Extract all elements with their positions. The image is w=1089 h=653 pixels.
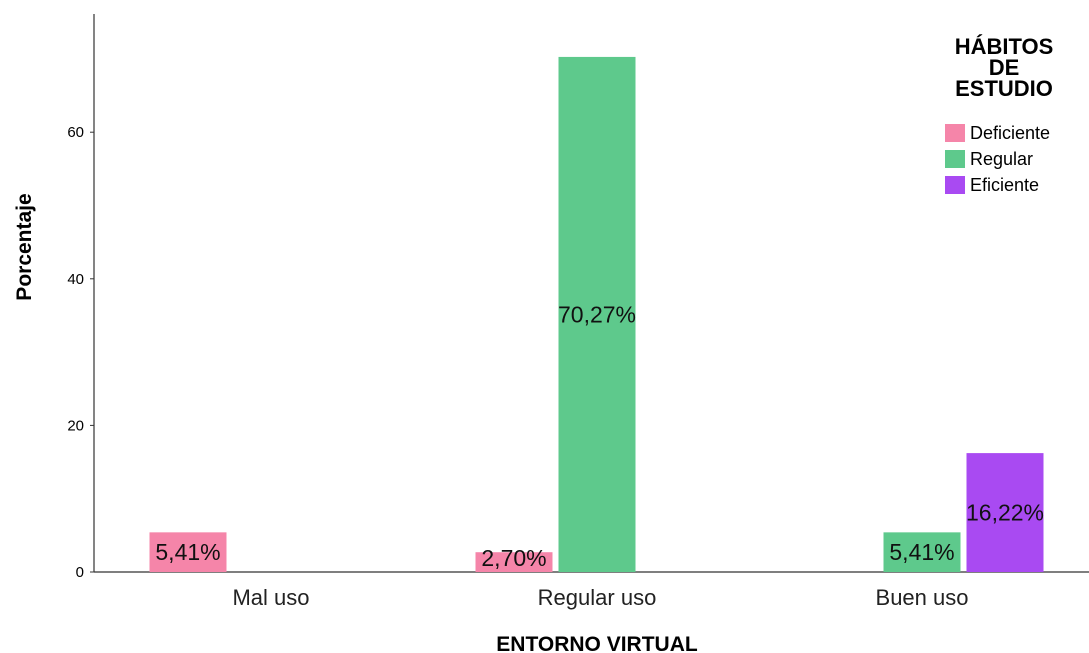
y-tick-label: 60	[67, 124, 84, 141]
x-category-label: Regular uso	[538, 585, 657, 610]
legend-title-line-3: ESTUDIO	[955, 76, 1053, 101]
legend-label-eficiente: Eficiente	[970, 174, 1040, 195]
legend-item-eficiente: Eficiente	[945, 172, 1050, 198]
legend-swatch-deficiente	[945, 124, 965, 142]
data-label: 5,41%	[155, 539, 220, 565]
x-category-label: Buen uso	[876, 585, 969, 610]
data-label: 2,70%	[481, 545, 546, 571]
legend-title-line-1: HÁBITOS	[954, 34, 1054, 59]
legend-item-deficiente: Deficiente	[945, 120, 1050, 146]
x-axis-title: ENTORNO VIRTUAL	[496, 633, 698, 653]
legend-swatch-eficiente	[945, 176, 965, 194]
bar-eficiente-buen-uso	[966, 453, 1044, 572]
data-label: 5,41%	[889, 539, 954, 565]
legend-label-deficiente: Deficiente	[970, 122, 1051, 143]
bar-deficiente-regular-uso	[475, 552, 553, 572]
y-axis-title: Porcentaje	[13, 193, 36, 300]
bar-deficiente-mal-uso	[149, 532, 227, 572]
y-tick-label: 0	[76, 564, 84, 581]
data-label: 70,27%	[558, 301, 636, 327]
legend-title: HÁBITOS DE ESTUDIO	[935, 34, 1073, 101]
legend: Deficiente Regular Eficiente	[945, 120, 1050, 198]
y-tick-label: 40	[67, 271, 84, 288]
legend-label-regular: Regular	[970, 148, 1034, 169]
data-label: 16,22%	[966, 500, 1044, 526]
legend-item-regular: Regular	[945, 146, 1050, 172]
bar-regular-regular-uso	[558, 56, 636, 572]
bar-regular-buen-uso	[883, 532, 961, 572]
legend-title-line-2: DE	[988, 55, 1020, 80]
legend-swatch-regular	[945, 150, 965, 168]
y-tick-label: 20	[67, 417, 84, 434]
x-category-label: Mal uso	[232, 585, 309, 610]
